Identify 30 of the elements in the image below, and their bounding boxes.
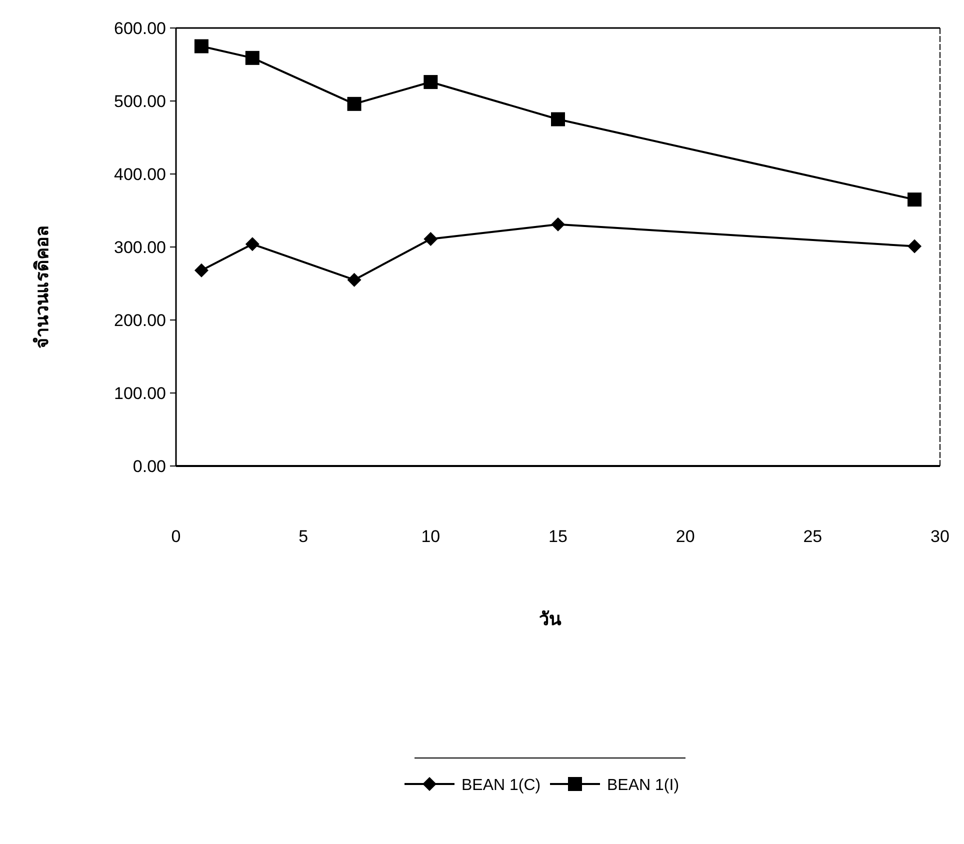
point	[551, 112, 565, 126]
x-axis-title: วัน	[539, 609, 562, 629]
y-axis-title: จำนวนแรดิคอล	[32, 226, 52, 348]
point	[347, 96, 362, 111]
point	[908, 192, 922, 207]
legend-label: BEAN 1(C)	[462, 777, 541, 794]
point	[424, 75, 438, 90]
point	[424, 232, 438, 246]
y-tick-label: 300.00	[114, 238, 166, 257]
x-tick-label: 0	[171, 527, 181, 546]
point	[347, 272, 362, 287]
y-tick-label: 200.00	[114, 311, 166, 330]
legend-label: BEAN 1(I)	[607, 777, 680, 794]
y-tick-label: 400.00	[114, 165, 166, 184]
x-tick-label: 25	[803, 527, 822, 546]
x-tick-label: 20	[676, 527, 695, 546]
y-tick-label: 500.00	[114, 92, 166, 111]
x-tick-label: 30	[930, 527, 950, 546]
x-tick-label: 10	[421, 527, 440, 546]
x-tick-label: 15	[548, 527, 568, 546]
point	[245, 237, 260, 252]
point	[908, 239, 922, 254]
point	[194, 39, 208, 54]
point	[194, 263, 208, 278]
y-tick-label: 100.00	[114, 384, 166, 403]
point	[551, 217, 565, 232]
y-tick-label: 600.00	[114, 19, 166, 38]
point	[245, 50, 260, 65]
y-tick-label: 0.00	[132, 457, 166, 476]
x-tick-label: 5	[298, 527, 308, 546]
